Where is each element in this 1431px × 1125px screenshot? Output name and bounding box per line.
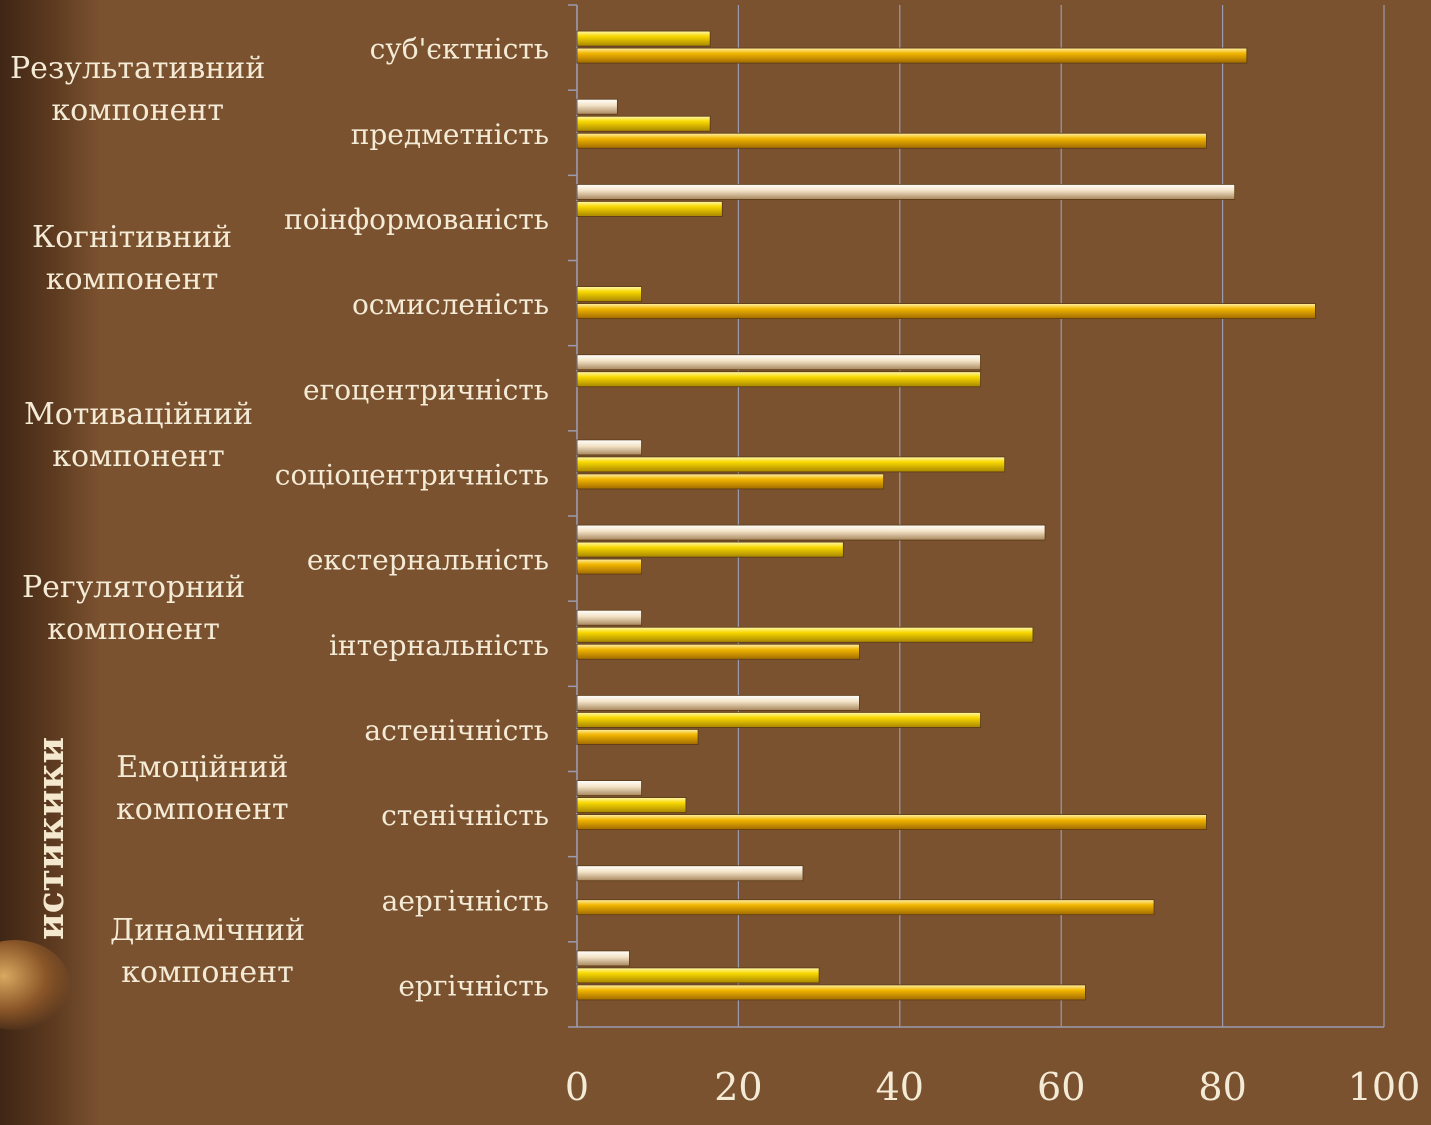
- bar: [576, 286, 642, 302]
- bar: [576, 354, 981, 371]
- bar: [576, 643, 860, 660]
- left-decor-strip: [0, 0, 100, 1125]
- group-label-line: Мотиваційний: [24, 397, 254, 432]
- group-label-line: Динамічний: [110, 913, 306, 948]
- bar: [576, 30, 711, 47]
- bar: [576, 473, 885, 490]
- bar: [576, 609, 642, 626]
- group-label-line: компонент: [45, 262, 219, 297]
- x-tick-label: 20: [714, 1065, 762, 1109]
- category-label: поінформованість: [284, 203, 549, 236]
- bar: [576, 184, 1236, 200]
- bar: [576, 439, 642, 456]
- category-label: егоцентричність: [303, 373, 549, 406]
- group-label-dynamic: Динамічний компонент: [110, 910, 305, 994]
- x-tick-label: 80: [1198, 1065, 1246, 1109]
- category-label: осмисленість: [352, 288, 549, 321]
- category-label: інтернальність: [329, 629, 549, 662]
- bar: [576, 780, 642, 796]
- category-label: астенічність: [364, 714, 549, 747]
- bar: [576, 899, 1155, 916]
- bar: [576, 695, 860, 711]
- bar: [576, 524, 1046, 541]
- bar: [576, 729, 699, 745]
- group-label-emotional: Емоційний компонент: [116, 747, 289, 831]
- group-label-line: компонент: [116, 792, 289, 827]
- x-tick-label: 0: [565, 1065, 589, 1109]
- bar: [576, 984, 1086, 1001]
- bar: [576, 865, 804, 882]
- bar: [576, 558, 642, 575]
- bar: [576, 967, 820, 984]
- category-label: суб'єктність: [370, 33, 549, 66]
- group-label-line: компонент: [121, 955, 294, 990]
- category-label: предметність: [351, 118, 549, 151]
- group-label-cognitive: Когнітивний компонент: [32, 217, 232, 301]
- bar: [576, 797, 687, 813]
- bar: [576, 115, 711, 132]
- bar: [576, 98, 618, 115]
- group-label-line: Когнітивний: [32, 220, 233, 255]
- group-label-line: Емоційний: [116, 750, 289, 785]
- bar: [576, 626, 1034, 643]
- bar: [576, 541, 844, 558]
- group-label-line: Регуляторний: [22, 570, 246, 605]
- bar: [576, 814, 1207, 830]
- group-label-motivational: Мотиваційний компонент: [24, 394, 253, 478]
- bar: [576, 712, 981, 728]
- group-label-line: компонент: [47, 612, 220, 647]
- category-label: екстернальність: [307, 544, 549, 577]
- group-label-result: Результативний компонент: [10, 48, 265, 132]
- group-label-line: компонент: [51, 93, 224, 128]
- x-tick-label: 40: [876, 1065, 924, 1109]
- x-tick-label: 100: [1348, 1065, 1421, 1109]
- bar: [576, 47, 1248, 64]
- category-label: стенічність: [381, 799, 549, 832]
- bar: [576, 456, 1006, 473]
- group-label-regulatory: Регуляторний компонент: [22, 567, 245, 651]
- x-tick-label: 60: [1037, 1065, 1085, 1109]
- category-label: аергічність: [382, 884, 549, 917]
- group-label-line: компонент: [52, 439, 225, 474]
- category-label: соціоцентричність: [275, 458, 549, 491]
- bar: [576, 303, 1316, 319]
- group-label-line: Результативний: [10, 51, 266, 86]
- bar: [576, 201, 723, 217]
- category-label: ергічність: [398, 969, 549, 1002]
- bar: [576, 950, 630, 967]
- bar: [576, 371, 981, 388]
- bar: [576, 132, 1207, 149]
